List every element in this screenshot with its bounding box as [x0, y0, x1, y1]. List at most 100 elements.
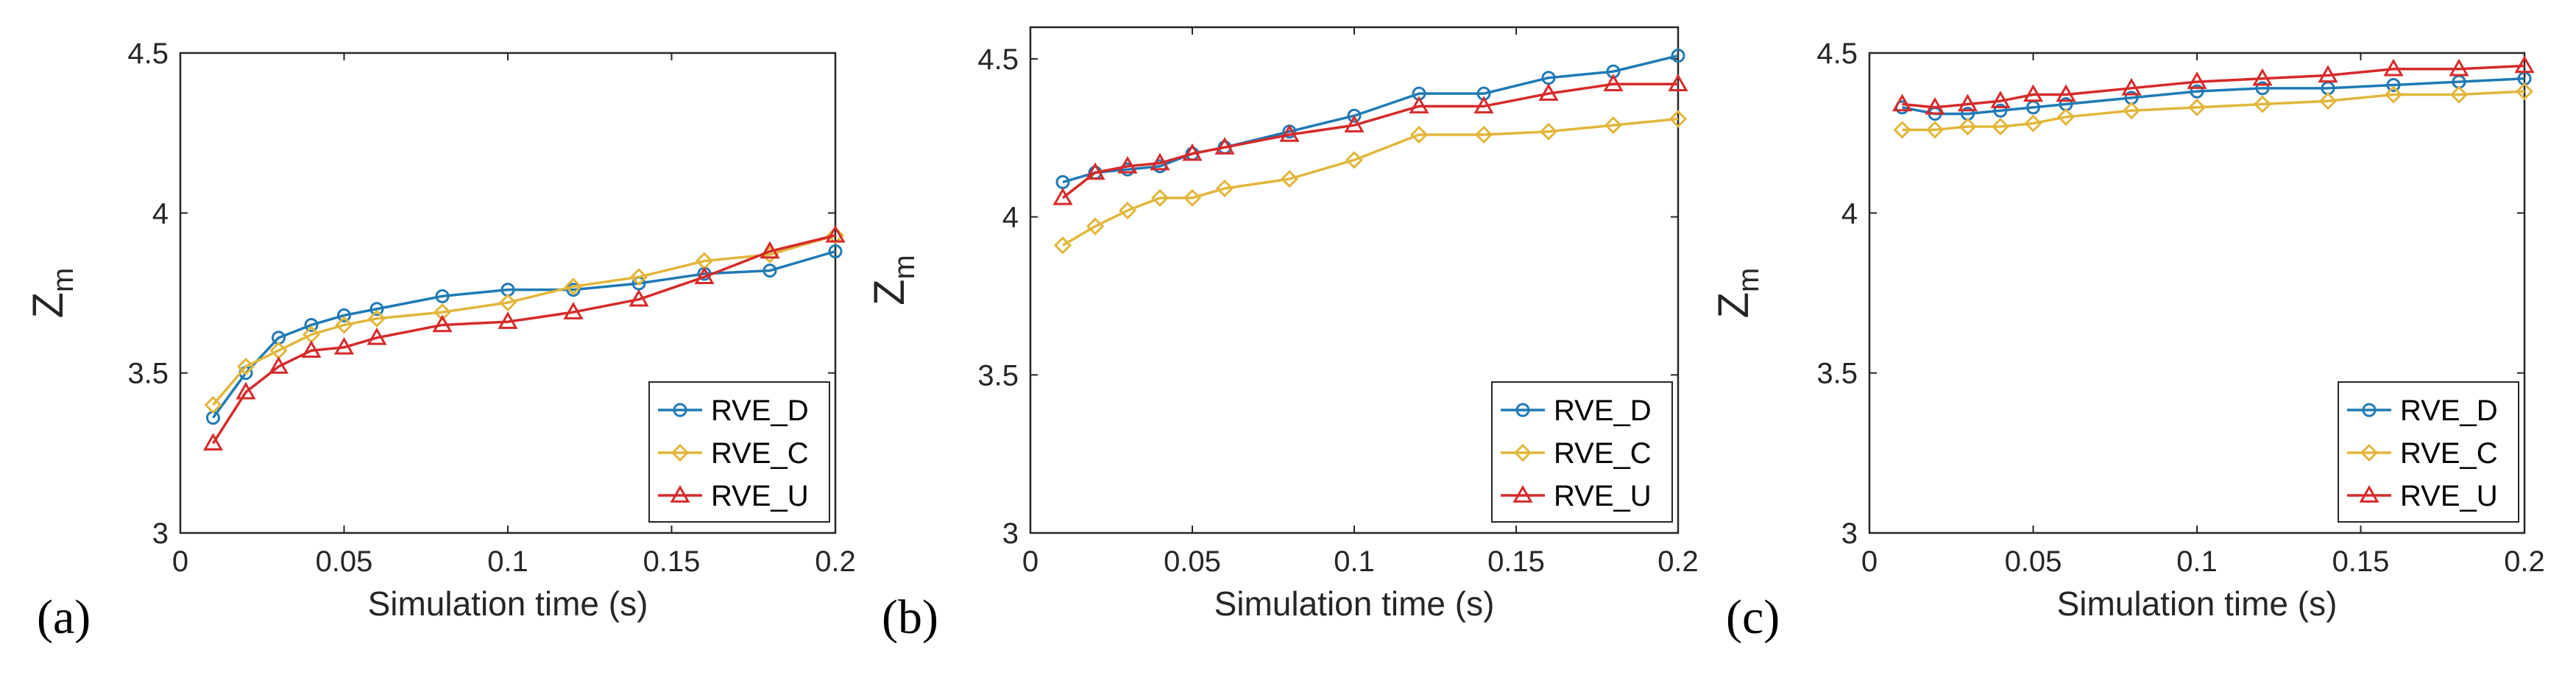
- data-point-rve-u: [2514, 55, 2535, 74]
- legend-marker-rve-d: [673, 403, 687, 417]
- data-point-rve-u: [1085, 162, 1105, 180]
- data-point-rve-c: [367, 309, 386, 328]
- data-point-rve-c: [2056, 107, 2076, 127]
- data-point-rve-d: [2190, 84, 2204, 99]
- series-line-rve-u: [1902, 64, 2525, 109]
- data-point-rve-c: [335, 316, 353, 334]
- legend-label-rve-d: RVE_D: [2400, 395, 2498, 427]
- x-tick-label: 0: [1861, 545, 1878, 578]
- y-axis-label: Zm: [24, 268, 79, 319]
- y-tick-label: 3: [1841, 517, 1858, 550]
- series-line-rve-u: [1061, 82, 1678, 199]
- y-tick-label: 4: [1002, 202, 1019, 234]
- data-point-rve-u: [1182, 143, 1203, 161]
- legend-marker-rve-c: [1513, 443, 1532, 462]
- data-point-rve-c: [204, 396, 222, 414]
- data-point-rve-c: [2384, 85, 2403, 104]
- y-tick-label: 3.5: [127, 358, 169, 390]
- data-point-rve-c: [1345, 151, 1364, 169]
- data-point-rve-u: [1892, 93, 1913, 112]
- data-point-rve-u: [367, 327, 387, 345]
- y-tick-label: 4.5: [127, 38, 169, 70]
- data-point-rve-c: [1215, 179, 1234, 198]
- data-point-rve-u: [1344, 115, 1365, 132]
- x-tick-label: 0: [172, 545, 188, 578]
- y-axis-label-main: Z: [24, 292, 72, 318]
- data-point-rve-u: [498, 311, 518, 329]
- y-tick-label: 4: [152, 197, 169, 230]
- legend-marker-rve-d: [2362, 403, 2377, 417]
- legend-label-rve-c: RVE_C: [711, 437, 809, 470]
- legend-label-rve-d: RVE_D: [1554, 395, 1652, 427]
- y-tick-label: 4: [1841, 197, 1858, 230]
- legend-label-rve-u: RVE_U: [1554, 480, 1652, 512]
- legend-label-rve-c: RVE_C: [1554, 437, 1652, 470]
- legend-marker-rve-u: [1512, 484, 1533, 503]
- x-axis-label: Simulation time (s): [368, 584, 648, 623]
- y-axis-label-main: Z: [866, 279, 913, 305]
- data-point-rve-c: [2122, 102, 2141, 120]
- series-line-rve-c: [212, 234, 836, 406]
- data-point-rve-c: [1991, 117, 2010, 136]
- x-tick-label: 0.2: [1657, 545, 1699, 578]
- data-point-rve-u: [1957, 93, 1978, 112]
- data-point-rve-u: [1925, 96, 1945, 115]
- legend-label-rve-c: RVE_C: [2400, 437, 2498, 470]
- data-point-rve-d: [435, 289, 450, 303]
- y-axis-label-subscript: m: [1733, 268, 1765, 292]
- data-point-rve-c: [2318, 92, 2338, 110]
- data-point-rve-c: [1183, 188, 1202, 207]
- series-line-rve-d: [1062, 54, 1679, 184]
- data-point-rve-u: [1214, 137, 1235, 155]
- x-tick-label: 0.15: [2332, 545, 2390, 578]
- data-point-rve-c: [1893, 121, 1911, 139]
- chart-panel-2: 0 0.05 0.1 0.15 0.2 3 3.5 4 4.5 Simulation time (…: [866, 26, 1699, 644]
- data-point-rve-u: [2023, 84, 2044, 102]
- y-axis-label: Zm: [1710, 268, 1765, 319]
- series-line-rve-d: [1902, 77, 2525, 116]
- data-point-rve-d: [1347, 108, 1362, 123]
- x-tick-label: 0: [1022, 545, 1038, 578]
- legend: RVE_D RVE_C RVE_U: [1491, 381, 1673, 523]
- data-point-rve-c: [826, 226, 845, 244]
- chart-panel-1: 0 0.05 0.1 0.15 0.2 3 3.5 4 4.5 Simulation time (…: [24, 38, 856, 644]
- data-point-rve-u: [1668, 74, 1688, 92]
- data-point-rve-c: [2515, 82, 2534, 101]
- data-point-rve-d: [1993, 103, 2008, 118]
- y-tick-label: 3: [1002, 517, 1019, 550]
- x-tick-label: 0.1: [1334, 545, 1375, 578]
- data-point-rve-c: [564, 278, 583, 296]
- y-tick-label: 3: [152, 517, 169, 550]
- data-point-rve-u: [333, 336, 355, 355]
- data-point-rve-d: [2255, 81, 2270, 96]
- data-point-rve-c: [2187, 98, 2207, 117]
- data-point-rve-c: [2253, 95, 2272, 113]
- data-point-rve-c: [1150, 188, 1170, 207]
- series-line-rve-u: [212, 234, 836, 445]
- data-point-rve-c: [2449, 85, 2469, 104]
- x-tick-label: 0.05: [1164, 545, 1221, 578]
- data-point-rve-u: [1603, 74, 1624, 92]
- legend-label-rve-d: RVE_D: [711, 395, 809, 427]
- x-axis-label: Simulation time (s): [2057, 584, 2338, 623]
- data-point-rve-u: [202, 433, 224, 451]
- data-point-rve-u: [760, 241, 780, 259]
- data-point-rve-u: [2252, 68, 2273, 86]
- data-point-rve-u: [1052, 187, 1073, 205]
- x-tick-label: 0.2: [2504, 545, 2545, 578]
- panel-label: (a): [37, 590, 91, 644]
- data-point-rve-u: [825, 225, 846, 243]
- data-point-rve-u: [563, 302, 584, 319]
- data-point-rve-u: [2383, 58, 2404, 77]
- data-point-rve-c: [1958, 117, 1977, 136]
- legend: RVE_D RVE_C RVE_U: [648, 381, 830, 523]
- legend-label-rve-u: RVE_U: [2400, 480, 2498, 512]
- x-tick-label: 0.15: [1487, 545, 1545, 578]
- y-tick-label: 3.5: [1816, 358, 1858, 390]
- data-point-rve-c: [2024, 114, 2042, 132]
- data-point-rve-c: [236, 357, 255, 376]
- data-point-rve-c: [1925, 121, 1945, 139]
- data-point-rve-u: [1279, 124, 1300, 142]
- data-point-rve-d: [1671, 49, 1685, 63]
